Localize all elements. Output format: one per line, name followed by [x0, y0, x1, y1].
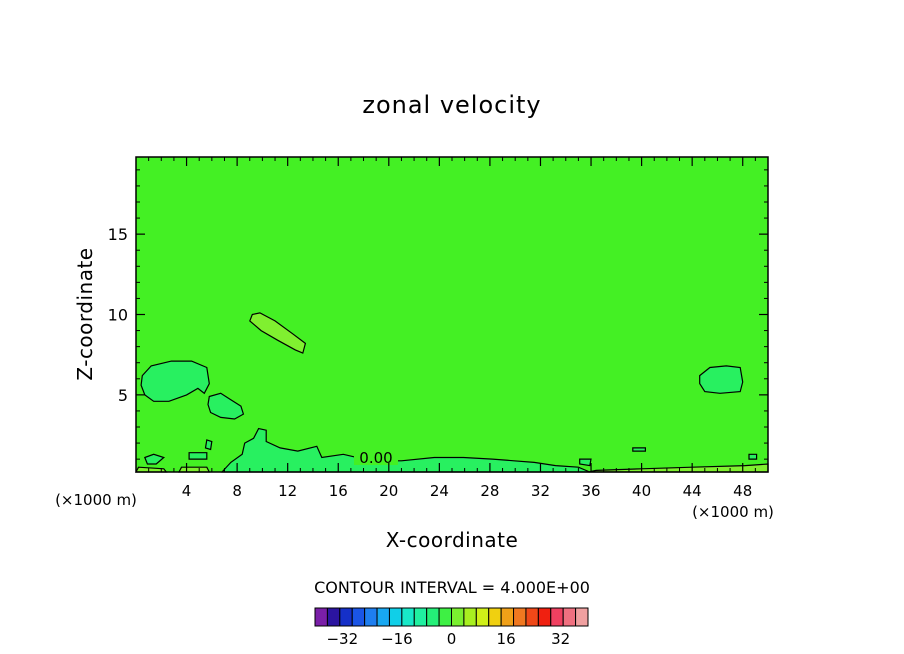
contour-region-negative [748, 453, 758, 460]
colorbar-tick-labels: −32 −16 0 16 32 [326, 630, 570, 648]
y-tick-label: 15 [108, 225, 128, 244]
y-tick-labels: 5 10 15 [108, 225, 128, 405]
colorbar-tick-label: −32 [326, 630, 358, 648]
contour-region-negative [144, 453, 166, 465]
y-axis-label: Z-coordinate [73, 247, 97, 380]
contour-zero-label-group: 0.00 [354, 449, 398, 467]
contour-regions [135, 312, 769, 473]
x-tick-label: 44 [683, 482, 702, 500]
colorbar-swatch [525, 607, 539, 627]
colorbar-swatch [413, 607, 428, 627]
x-unit-label-right: (×1000 m) [692, 503, 774, 521]
x-tick-labels: 4 8 12 16 20 24 28 32 36 40 44 48 [182, 482, 752, 500]
contour-region-negative [207, 392, 245, 420]
colorbar-swatch [475, 607, 490, 627]
contour-region-negative [188, 452, 208, 460]
contour-zero-label: 0.00 [359, 449, 392, 467]
x-tick-label: 48 [733, 482, 752, 500]
velocity-field-background [136, 157, 768, 472]
colorbar-swatch [463, 607, 477, 627]
colorbar-swatch [575, 607, 589, 627]
colorbar-tick-label: 0 [447, 630, 457, 648]
x-axis-label: X-coordinate [386, 528, 519, 552]
x-tick-label: 32 [531, 482, 550, 500]
x-tick-label: 28 [480, 482, 499, 500]
x-tick-label: 8 [232, 482, 242, 500]
contour-region-negative [140, 360, 210, 402]
colorbar-swatch [351, 607, 366, 627]
contour-region-positive [249, 312, 307, 354]
colorbar-swatch [438, 607, 452, 627]
colorbar [314, 607, 589, 627]
y-tick-label: 10 [108, 306, 128, 325]
colorbar-swatch [401, 607, 415, 627]
colorbar-swatch [314, 607, 328, 627]
contour-region-negative [632, 447, 647, 452]
colorbar-swatch [388, 607, 403, 627]
x-tick-label: 24 [430, 482, 449, 500]
colorbar-swatch [500, 607, 515, 627]
x-tick-label: 36 [581, 482, 600, 500]
x-tick-label: 40 [632, 482, 651, 500]
contour-region-negative [579, 458, 592, 467]
contour-interval-text: CONTOUR INTERVAL = 4.000E+00 [314, 578, 590, 597]
colorbar-swatch [364, 607, 378, 627]
x-tick-label: 4 [182, 482, 192, 500]
contour-region-negative [204, 439, 213, 451]
colorbar-swatch [550, 607, 564, 627]
colorbar-swatch [451, 607, 465, 627]
colorbar-tick-label: 32 [551, 630, 570, 648]
x-tick-label: 12 [278, 482, 297, 500]
chart-title: zonal velocity [362, 91, 541, 119]
colorbar-swatch [376, 607, 390, 627]
axis-ticks [136, 157, 768, 472]
colorbar-tick-label: 16 [497, 630, 516, 648]
colorbar-swatch [513, 607, 527, 627]
x-unit-label-left: (×1000 m) [55, 491, 137, 509]
colorbar-swatch [562, 607, 577, 627]
colorbar-swatch [537, 607, 552, 627]
contour-label-backdrop [354, 451, 398, 465]
colorbar-swatch [488, 607, 502, 627]
colorbar-swatch [426, 607, 440, 627]
x-tick-label: 16 [329, 482, 348, 500]
x-tick-label: 20 [379, 482, 398, 500]
y-tick-label: 5 [118, 386, 128, 405]
contour-region-negative [699, 365, 744, 394]
contour-region-negative [220, 427, 591, 473]
plot-area: 0.00 [135, 156, 769, 473]
colorbar-tick-label: −16 [381, 630, 413, 648]
colorbar-swatch [339, 607, 353, 627]
colorbar-swatch [326, 607, 341, 627]
